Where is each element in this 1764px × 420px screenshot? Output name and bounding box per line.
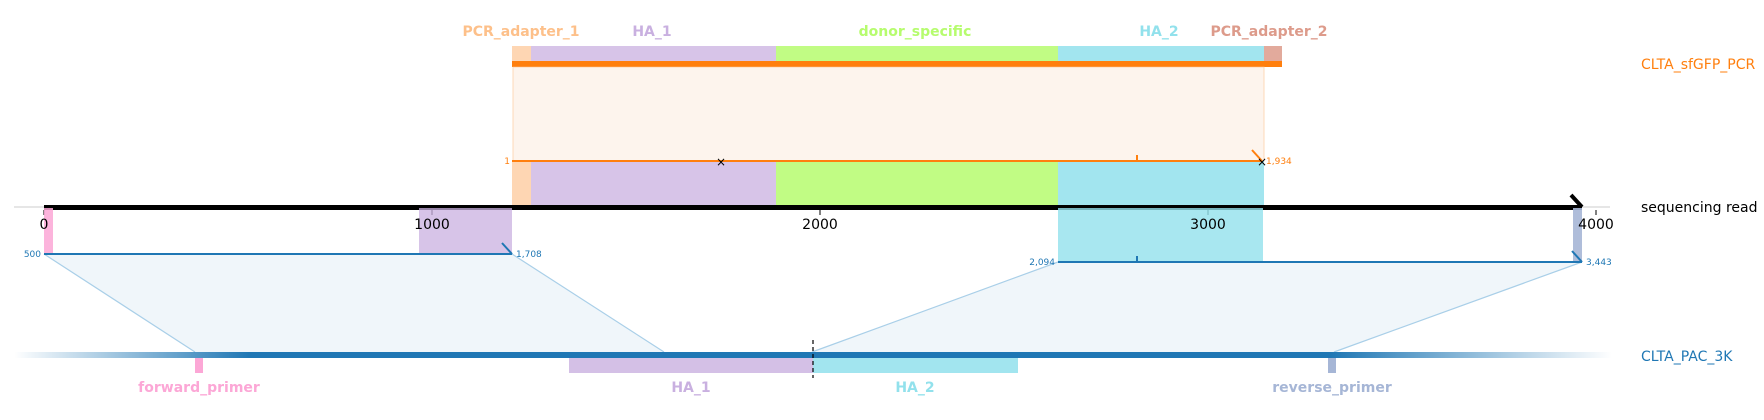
axis-tick-label-4000: 4000 [1578, 217, 1614, 233]
feature-label-ha-1-top: HA_1 [632, 24, 671, 40]
column-ha-1-lower [419, 208, 512, 253]
track-label-top: CLTA_sfGFP_PCR [1641, 57, 1755, 73]
feature-label-reverse-primer: reverse_primer [1272, 380, 1392, 396]
feature-box-reverse-primer [1328, 358, 1336, 373]
column-forward-primer [44, 208, 53, 253]
feature-box-donor-specific [776, 46, 1058, 63]
axis-tick-label-3000: 3000 [1190, 217, 1226, 233]
feature-box-ha-1-top [531, 46, 776, 63]
bottom-track-bar [250, 352, 1330, 358]
lower-left-connector-right [511, 253, 665, 353]
sequencing-read-end-hook [1569, 193, 1584, 209]
feature-box-ha-2-bottom [813, 358, 1018, 373]
top-track-bar [512, 61, 1282, 67]
feature-label-ha-2-top: HA_2 [1139, 24, 1178, 40]
feature-box-pcr-adapter-1 [512, 46, 531, 63]
top-alignment-region [512, 66, 1265, 162]
column-pcr-adapter-1 [512, 161, 531, 207]
coord-top-start: 1 [504, 157, 510, 167]
column-donor-specific [776, 161, 1058, 207]
feature-box-ha-2-top [1058, 46, 1264, 63]
feature-box-forward-primer [195, 358, 203, 373]
mismatch-marker: × [716, 155, 726, 169]
track-label-bottom: CLTA_PAC_3K [1641, 349, 1733, 365]
feature-label-ha-2-bottom: HA_2 [895, 380, 934, 396]
feature-box-ha-1-bottom [569, 358, 813, 373]
feature-label-pcr-adapter-1: PCR_adapter_1 [462, 24, 579, 40]
coord-bottom-right-end: 3,443 [1586, 258, 1612, 268]
coord-bottom-left-end: 1,708 [516, 250, 542, 260]
lower-left-connector-left [43, 253, 196, 353]
feature-label-donor-specific: donor_specific [859, 24, 972, 40]
coord-bottom-right-start: 2,094 [1029, 258, 1055, 268]
lower-right-connector-right [1333, 261, 1583, 353]
axis-tick-label-0: 0 [40, 217, 49, 233]
coord-top-end: 1,934 [1266, 157, 1292, 167]
lower-left-end-hook [501, 242, 513, 255]
track-label-middle: sequencing read [1641, 200, 1757, 216]
axis-tick-label-1000: 1000 [414, 217, 450, 233]
lower-left-alignment-region [44, 254, 664, 352]
column-ha-2 [1058, 161, 1264, 207]
lower-right-alignment-region [812, 262, 1582, 352]
bottom-track-fade-left [14, 352, 250, 358]
column-ha-2-lower [1058, 208, 1263, 262]
axis-ticks [43, 210, 1597, 215]
top-alignment-end-hook [1251, 149, 1263, 162]
column-reverse-primer [1573, 208, 1582, 262]
column-ha-1 [531, 161, 776, 207]
feature-label-forward-primer: forward_primer [138, 380, 260, 396]
bottom-track-fade-right [1330, 352, 1612, 358]
sequencing-read-bar [44, 205, 1582, 210]
feature-label-ha-1-bottom: HA_1 [671, 380, 710, 396]
coord-bottom-left-start: 500 [24, 250, 41, 260]
lower-right-connector-left [811, 261, 1059, 353]
feature-box-pcr-adapter-2 [1264, 46, 1282, 63]
lower-right-end-hook [1571, 250, 1583, 263]
feature-label-pcr-adapter-2: PCR_adapter_2 [1210, 24, 1327, 40]
mismatch-marker: × [1257, 155, 1267, 169]
axis-tick-label-2000: 2000 [802, 217, 838, 233]
